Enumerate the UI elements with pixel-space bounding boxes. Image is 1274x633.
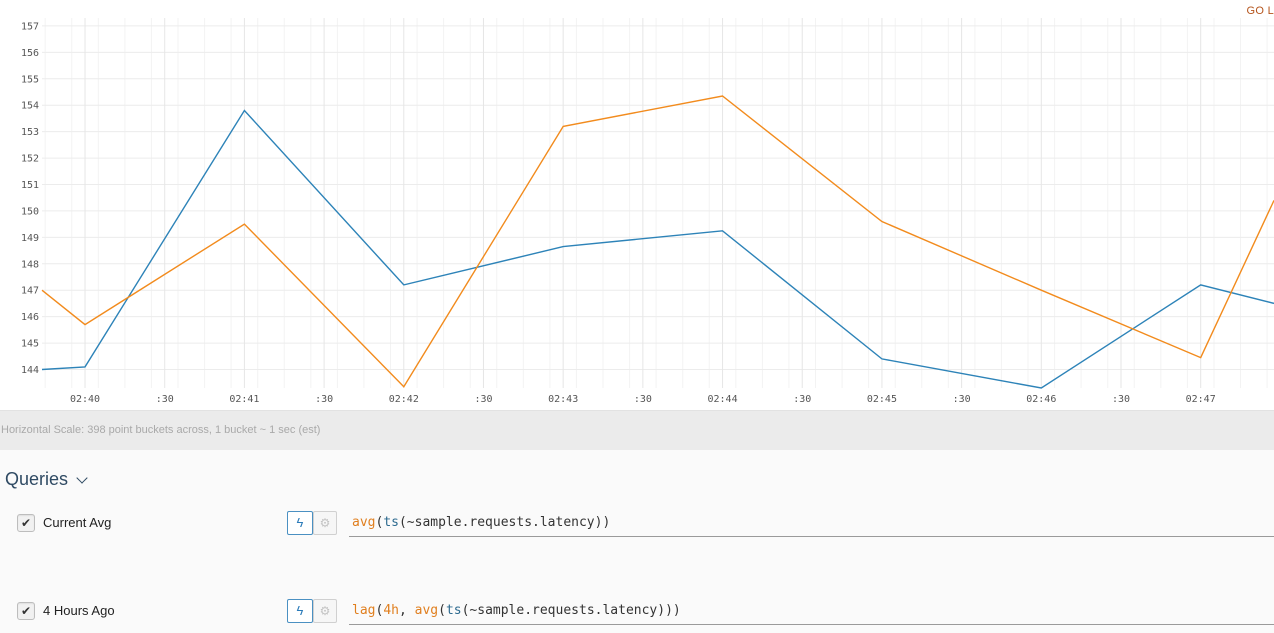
x-tick-label: 02:43 [548, 394, 578, 405]
query-mode-button[interactable]: ϟ [287, 511, 313, 535]
query-mode-button[interactable]: ϟ [287, 599, 313, 623]
x-tick-label: :30 [315, 394, 333, 405]
x-tick-label: 02:41 [229, 394, 259, 405]
gear-icon: ⚙ [319, 604, 331, 618]
x-tick-label: 02:46 [1026, 394, 1056, 405]
horizontal-scale-bar: Horizontal Scale: 398 point buckets acro… [0, 410, 1274, 451]
y-tick-label: 156 [21, 48, 39, 59]
y-tick-label: 147 [21, 286, 39, 297]
check-icon: ✔ [20, 604, 32, 618]
expr-token: avg [352, 515, 376, 530]
gear-icon: ⚙ [319, 516, 331, 530]
query-row-4-hours-ago: ✔ 4 Hours Ago ϟ ⚙ lag(4h, avg(ts(~sample… [0, 599, 1274, 629]
y-tick-label: 150 [21, 206, 39, 217]
y-tick-label: 149 [21, 233, 39, 244]
y-tick-label: 153 [21, 127, 39, 138]
expr-token: lag [352, 603, 376, 618]
bolt-icon: ϟ [296, 603, 304, 618]
query-name: Current Avg [43, 515, 112, 530]
series-line-2 [41, 95, 1274, 388]
y-tick-label: 144 [21, 365, 39, 376]
x-tick-label: :30 [156, 394, 174, 405]
y-tick-label: 157 [21, 21, 39, 32]
expr-token: , [398, 603, 415, 618]
query-enable-checkbox[interactable]: ✔ [17, 602, 35, 620]
expr-token: (~sample.requests.latency)) [398, 515, 611, 530]
horizontal-scale-note: Horizontal Scale: 398 point buckets acro… [1, 424, 321, 436]
x-tick-label: :30 [953, 394, 971, 405]
bolt-icon: ϟ [296, 515, 304, 530]
x-tick-label: :30 [793, 394, 811, 405]
query-name: 4 Hours Ago [43, 603, 115, 618]
expr-token: ts [383, 515, 399, 530]
x-tick-label: 02:47 [1186, 394, 1216, 405]
x-tick-label: 02:42 [389, 394, 419, 405]
queries-panel: Queries ✔ Current Avg ϟ ⚙ avg(ts(~sample… [0, 450, 1274, 633]
y-tick-label: 155 [21, 74, 39, 85]
x-tick-label: 02:45 [867, 394, 897, 405]
query-enable-checkbox[interactable]: ✔ [17, 514, 35, 532]
queries-title: Queries [5, 469, 69, 489]
expr-token: ( [438, 603, 446, 618]
check-icon: ✔ [20, 516, 32, 530]
y-tick-label: 152 [21, 154, 39, 165]
y-tick-label: 146 [21, 312, 39, 323]
y-tick-label: 151 [21, 180, 39, 191]
x-tick-label: 02:44 [707, 394, 737, 405]
query-row-current-avg: ✔ Current Avg ϟ ⚙ avg(ts(~sample.request… [0, 511, 1274, 541]
line-chart: 144 145 146 147 148 149 150 151 152 153 154 155 156 1… [21, 18, 1274, 405]
query-settings-button[interactable]: ⚙ [313, 511, 337, 535]
query-expression-input[interactable]: avg(ts(~sample.requests.latency)) [349, 511, 1274, 537]
expr-token: ( [375, 515, 384, 530]
y-tick-label: 148 [21, 259, 39, 270]
y-tick-label: 154 [21, 101, 39, 112]
chart-panel: 144 145 146 147 148 149 150 151 152 153 154 155 156 1… [20, 5, 1274, 405]
x-tick-label: :30 [634, 394, 652, 405]
expr-token: avg [414, 603, 439, 618]
expr-token: (~sample.requests.latency))) [461, 603, 681, 618]
queries-toggle[interactable]: Queries [5, 469, 88, 490]
series-line-1 [41, 109, 1274, 389]
x-tick-label: 02:40 [70, 394, 100, 405]
expr-token: ( [375, 603, 384, 618]
x-tick-label: :30 [474, 394, 492, 405]
query-expression-input[interactable]: lag(4h, avg(ts(~sample.requests.latency)… [349, 599, 1274, 625]
x-tick-label: :30 [1112, 394, 1130, 405]
expr-token: ts [445, 603, 462, 618]
y-tick-label: 145 [21, 339, 39, 350]
expr-token: 4h [383, 603, 399, 618]
go-live-button[interactable]: GO L [1246, 5, 1274, 17]
chevron-down-icon [76, 471, 88, 484]
query-settings-button[interactable]: ⚙ [313, 599, 337, 623]
